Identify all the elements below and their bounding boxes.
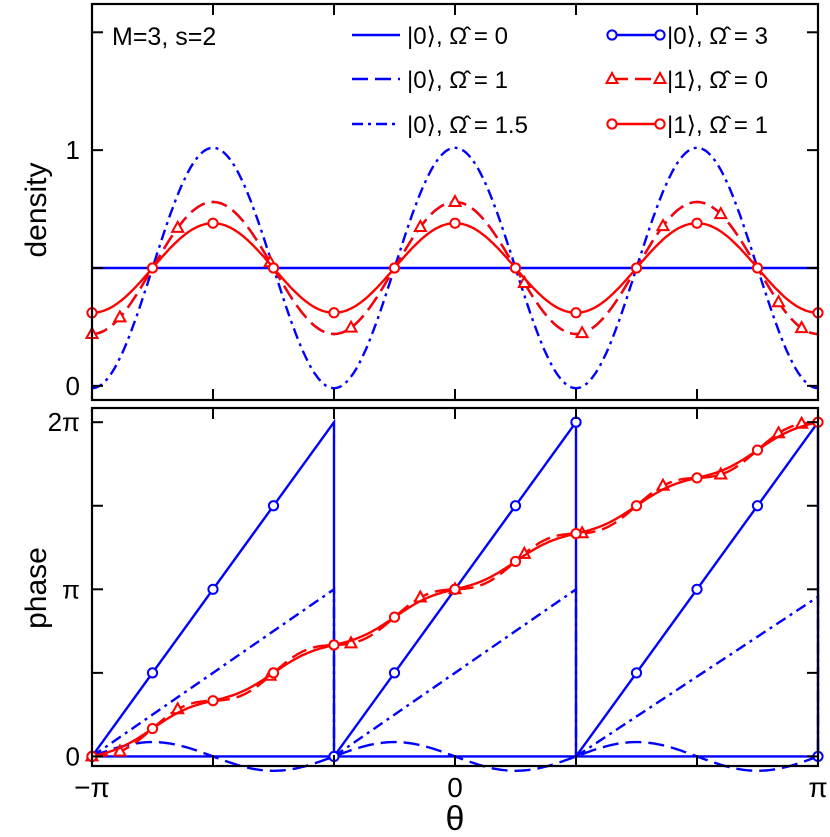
phase-curve-1-1-marker-1 bbox=[146, 722, 159, 735]
top-series-group bbox=[84, 146, 824, 390]
legend-1-1-marker-0 bbox=[606, 118, 618, 130]
density-curve-1-1-marker-11 bbox=[751, 262, 764, 274]
phase-curve-0-3-marker-3 bbox=[267, 500, 280, 512]
phase-curve-1-1-marker-4 bbox=[328, 639, 340, 651]
phase-curve-1-0-marker-10 bbox=[713, 466, 728, 480]
density-curve-1-1-marker-5 bbox=[388, 262, 401, 274]
phase-curve-0-3-marker-6 bbox=[388, 667, 401, 679]
bottom-xtick-label-0: −π bbox=[74, 772, 110, 803]
phase-curve-0-3-marker-2 bbox=[207, 583, 219, 595]
legend-0-0-label: |0⟩, Ω̂ = 0 bbox=[407, 23, 508, 50]
density-curve-1-1-marker-8 bbox=[570, 307, 582, 319]
density-curve-1-0-marker-11 bbox=[771, 294, 786, 308]
legend-1-0-label: |1⟩, Ω̂ = 0 bbox=[667, 67, 768, 94]
legend-1-0-marker-0 bbox=[604, 70, 620, 84]
bottom-ylabel: phase bbox=[20, 547, 53, 629]
density-curve-1-1-marker-10 bbox=[691, 217, 703, 229]
legend-0-3-label: |0⟩, Ω̂ = 3 bbox=[667, 23, 768, 50]
top-ytick-label-1: 1 bbox=[66, 135, 80, 165]
legend-1-1-label: |1⟩, Ω̂ = 1 bbox=[667, 112, 768, 139]
legend-0-1-label: |0⟩, Ω̂ = 1 bbox=[407, 67, 508, 94]
density-curve-1-1-marker-2 bbox=[207, 217, 219, 229]
legend-0-3-marker-1 bbox=[654, 29, 666, 41]
legend: |0⟩, Ω̂ = 0 |0⟩, Ω̂ = 1 |0⟩, Ω̂ = 1.5 |0⟩, … bbox=[352, 23, 768, 139]
phase-curve-0-3-marker-1 bbox=[146, 667, 159, 679]
density-curve-1-1-marker-9 bbox=[630, 262, 643, 274]
bottom-xtick-label-1: 0 bbox=[447, 772, 463, 803]
top-ylabel: density bbox=[20, 162, 53, 257]
top-plot-frame bbox=[90, 2, 820, 402]
phase-curve-1-1-marker-10 bbox=[691, 472, 703, 484]
bottom-plot-frame bbox=[90, 406, 820, 768]
legend-0-1.5-label: |0⟩, Ω̂ = 1.5 bbox=[407, 112, 528, 139]
density-curve-1-1-marker-3 bbox=[267, 262, 280, 274]
bottom-xtick-label-2: π bbox=[808, 772, 827, 803]
top-ytick-label-0: 0 bbox=[66, 371, 80, 401]
phase-curve-0-3-marker-12 bbox=[691, 583, 703, 595]
phase-curve-1-1-marker-8 bbox=[570, 528, 582, 540]
density-curve-1-0-marker-5 bbox=[413, 218, 428, 232]
bottom-ytick-label-0: 0 bbox=[66, 741, 80, 771]
density-curve-1-1-marker-6 bbox=[449, 217, 461, 229]
bottom-ytick-label-2: 2π bbox=[48, 407, 80, 437]
density-curve-1-1-marker-1 bbox=[146, 262, 159, 274]
density-curve-1-0-marker-10 bbox=[713, 206, 728, 220]
phase-curve-0-3-marker-8 bbox=[509, 500, 522, 512]
phase-curve-1-1-marker-2 bbox=[207, 695, 219, 707]
phase-curve-1-1-marker-6 bbox=[449, 583, 461, 595]
phase-curve-1-0-marker-1 bbox=[112, 743, 128, 757]
phase-curve-1-1-marker-9 bbox=[630, 500, 643, 512]
phase-curve-0-3-marker-13 bbox=[751, 500, 764, 512]
bottom-ytick-label-1: π bbox=[62, 574, 80, 604]
phase-curve-0-3-marker-11 bbox=[630, 667, 643, 679]
legend-0-3-marker-0 bbox=[606, 29, 618, 41]
density-curve-1-0-marker-1 bbox=[112, 309, 128, 323]
density-curve-1-0-marker-9 bbox=[655, 218, 671, 232]
density-curve-1-1-marker-7 bbox=[509, 262, 522, 274]
density-curve-1-0-marker-12 bbox=[794, 320, 809, 334]
bottom-xlabel: θ bbox=[446, 800, 465, 837]
legend-1-0-marker-1 bbox=[652, 70, 668, 84]
phase-curve-1-1-marker-7 bbox=[509, 555, 522, 568]
density-curve-0-1.5 bbox=[91, 146, 819, 390]
legend-1-1-marker-1 bbox=[654, 118, 666, 130]
top-density-panel: 01 M=3, s=2 density |0⟩, Ω̂ = 0|0⟩, Ω̂ =… bbox=[20, 2, 824, 402]
density-curve-1-0-marker-8 bbox=[574, 325, 590, 339]
density-curve-1-1-marker-4 bbox=[328, 307, 340, 319]
density-curve-1-0-marker-6 bbox=[447, 193, 463, 207]
top-annotation: M=3, s=2 bbox=[112, 23, 216, 51]
phase-curve-1-1-marker-3 bbox=[267, 667, 280, 679]
bottom-series-group bbox=[84, 415, 824, 772]
phase-curve-0-1.5 bbox=[91, 587, 820, 758]
density-curve-1-0-marker-4 bbox=[343, 319, 359, 333]
phase-curve-1-1-marker-11 bbox=[751, 444, 764, 456]
density-curve-1-0-marker-2 bbox=[170, 219, 185, 233]
phase-curve-1-1-marker-5 bbox=[388, 611, 401, 623]
